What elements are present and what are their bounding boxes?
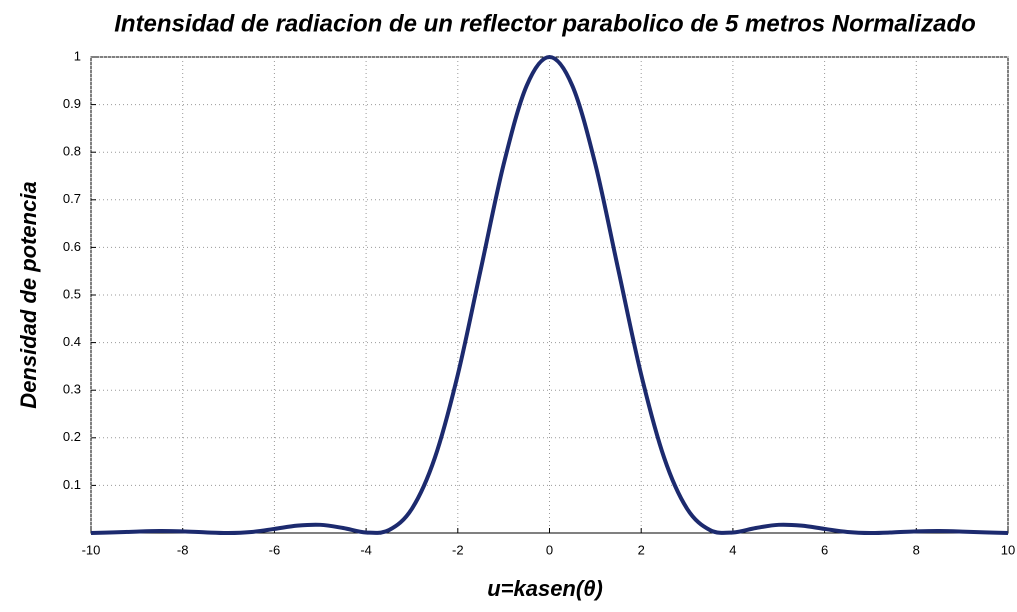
x-tick-label: 2 [638,542,645,557]
y-tick-label: 0.3 [63,382,81,397]
y-tick-label: 0.5 [63,286,81,301]
x-tick-label: 4 [729,542,736,557]
x-tick-label: -4 [360,542,372,557]
chart-title: Intensidad de radiacion de un reflector … [114,10,976,37]
x-tick-label: -6 [269,542,281,557]
y-tick-label: 0.2 [63,429,81,444]
x-tick-label: -10 [82,542,101,557]
y-tick-label: 0.4 [63,334,81,349]
y-tick-label: 0.7 [63,191,81,206]
y-tick-label: 1 [74,48,81,63]
y-tick-label: 0.1 [63,477,81,492]
x-tick-label: -8 [177,542,189,557]
x-axis-label: u=kasen(θ) [487,576,603,601]
y-axis-label: Densidad de potencia [16,181,41,408]
line-series [90,55,1009,536]
x-tick-label: 10 [1001,542,1015,557]
y-tick-label: 0.6 [63,239,81,254]
y-tick-label: 0.8 [63,144,81,159]
x-tick-label: -2 [452,542,464,557]
x-tick-label: 0 [546,542,553,557]
x-tick-label: 6 [821,542,828,557]
y-tick-label: 0.9 [63,96,81,111]
x-tick-label: 8 [913,542,920,557]
